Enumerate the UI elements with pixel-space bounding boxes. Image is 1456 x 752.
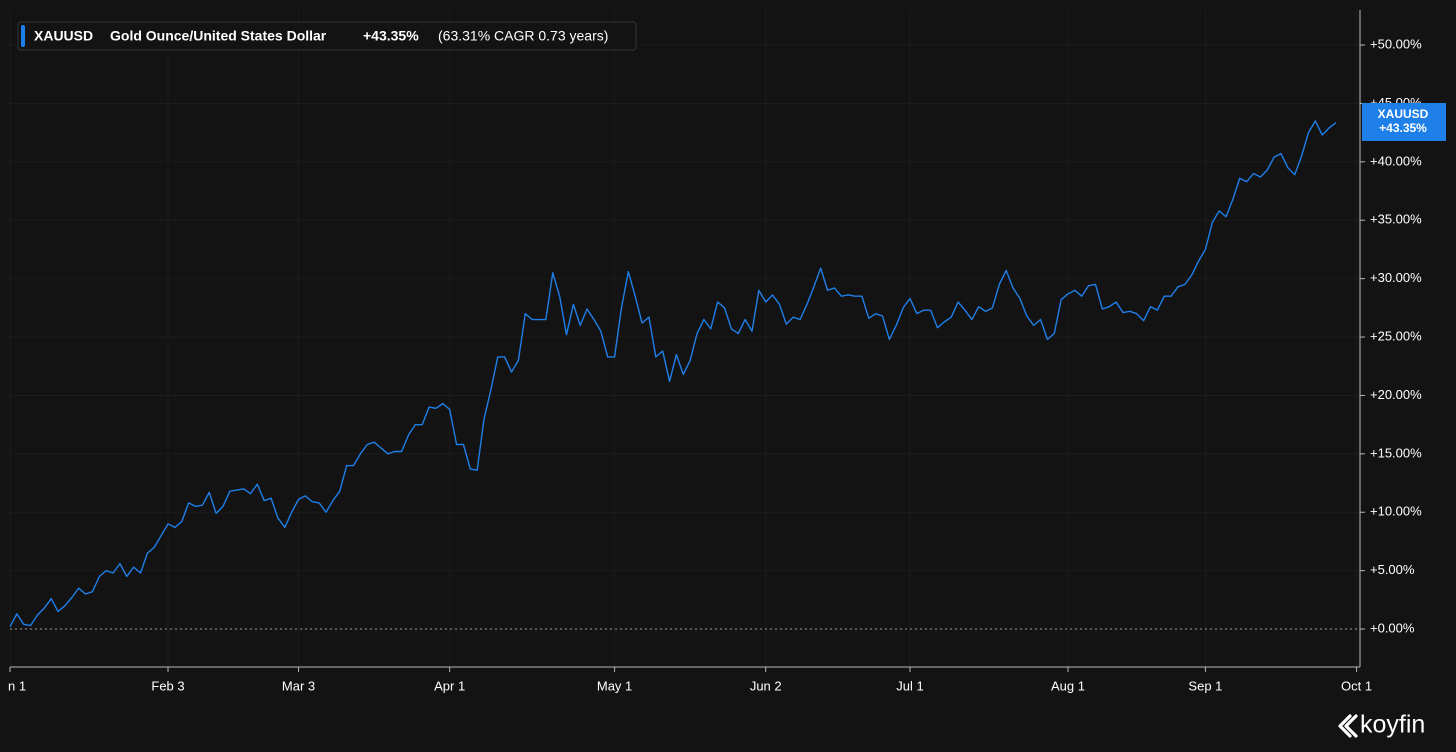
legend-swatch	[21, 25, 25, 47]
x-tick-label: Mar 3	[282, 678, 315, 693]
x-tick-label: Jun 2	[750, 678, 782, 693]
plot	[9, 120, 1337, 628]
legend-symbol: XAUUSD	[34, 28, 93, 44]
price-tag-value: +43.35%	[1379, 121, 1427, 135]
legend-box	[17, 21, 637, 51]
y-tick-label: +35.00%	[1370, 212, 1422, 227]
brand-icon	[1338, 714, 1358, 738]
x-tick-label: Feb 3	[151, 678, 184, 693]
price-tag-box	[1362, 103, 1446, 141]
x-tick-label: Aug 1	[1051, 678, 1085, 693]
price-tag-symbol: XAUUSD	[1378, 107, 1429, 121]
x-tick-label: n 1	[8, 678, 26, 693]
legend-cagr: (63.31% CAGR 0.73 years)	[438, 28, 608, 44]
y-tick-label: +5.00%	[1370, 562, 1415, 577]
y-tick-label: +25.00%	[1370, 328, 1422, 343]
y-tick-label: +20.00%	[1370, 387, 1422, 402]
legend-change: +43.35%	[363, 28, 419, 44]
x-tick-label: Jul 1	[896, 678, 923, 693]
legend: XAUUSD Gold Ounce/United States Dollar +…	[17, 21, 637, 51]
y-tick-label: +0.00%	[1370, 620, 1415, 635]
y-tick-label: +50.00%	[1370, 36, 1422, 51]
x-tick-label: Oct 1	[1341, 678, 1372, 693]
y-tick-label: +15.00%	[1370, 445, 1422, 460]
price-tag: XAUUSD +43.35%	[1362, 103, 1446, 141]
y-tick-label: +40.00%	[1370, 153, 1422, 168]
x-tick-label: Sep 1	[1188, 678, 1222, 693]
brand-name: koyfin	[1360, 711, 1425, 739]
x-tick-label: Apr 1	[434, 678, 465, 693]
legend-description: Gold Ounce/United States Dollar	[110, 28, 327, 44]
y-tick-label: +30.00%	[1370, 270, 1422, 285]
brand-logo: koyfin	[1338, 711, 1425, 739]
x-tick-label: May 1	[597, 678, 632, 693]
price-line	[9, 120, 1337, 628]
y-tick-label: +10.00%	[1370, 504, 1422, 519]
